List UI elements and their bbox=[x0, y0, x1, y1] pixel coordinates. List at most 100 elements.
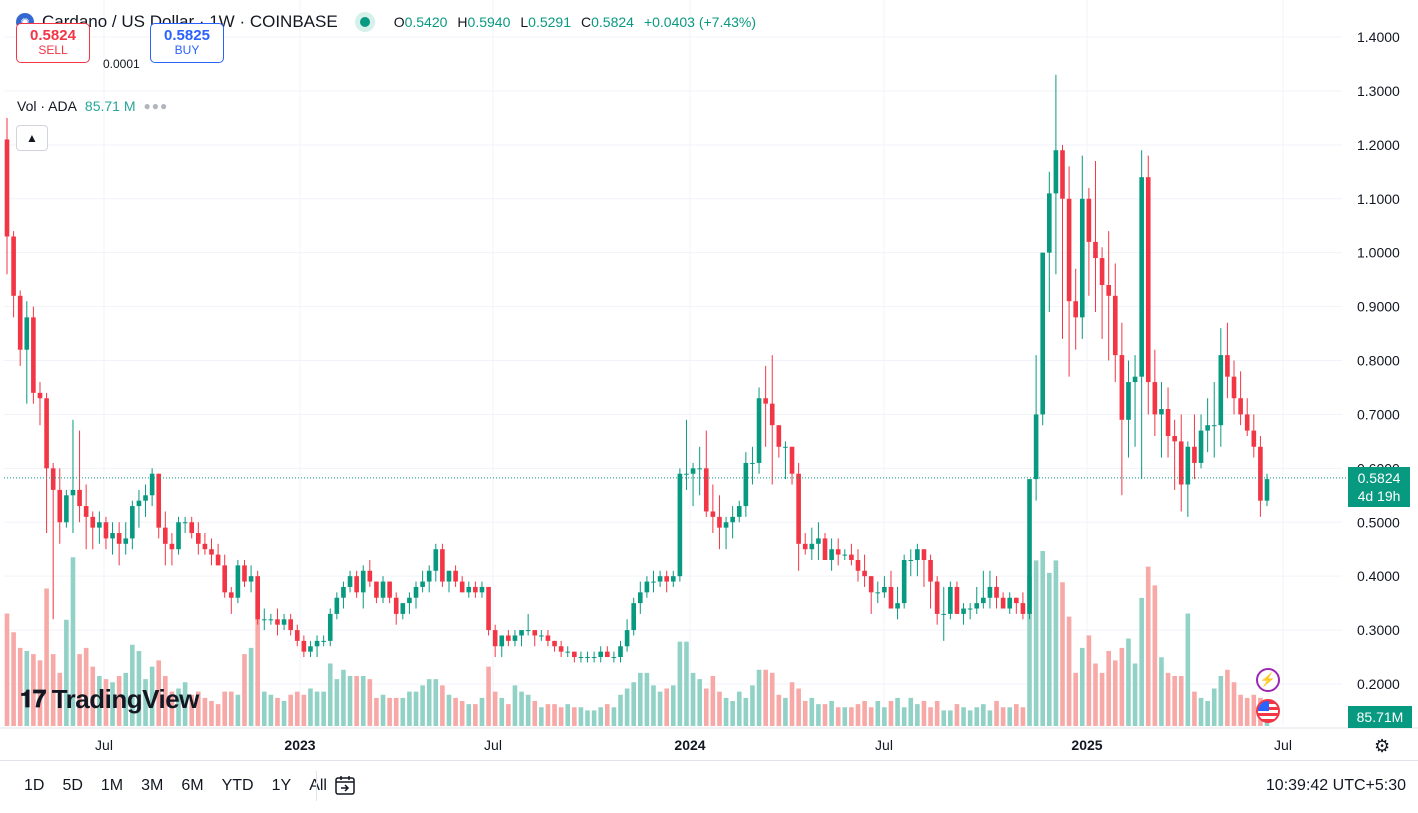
collapse-legend-button[interactable]: ▲ bbox=[16, 125, 48, 151]
volume-bar bbox=[473, 704, 478, 726]
candle-body bbox=[862, 570, 867, 577]
candle-body bbox=[631, 603, 637, 631]
volume-bar bbox=[829, 701, 834, 726]
volume-bar bbox=[492, 691, 498, 726]
range-1d[interactable]: 1D bbox=[24, 777, 45, 794]
volume-bar bbox=[1132, 663, 1138, 726]
volume-bar bbox=[44, 588, 49, 726]
goto-date-icon[interactable] bbox=[333, 773, 357, 797]
timezone-clock[interactable]: 10:39:42 UTC+5:30 bbox=[1265, 777, 1406, 794]
candle-body bbox=[948, 586, 953, 614]
volume-bar bbox=[769, 672, 775, 726]
volume-bar bbox=[1185, 613, 1191, 726]
price-chart[interactable]: 1.4000 1.3000 1.2000 1.1000 1.0000 0.9000 0.80… bbox=[0, 0, 1418, 760]
volume-bar bbox=[407, 691, 412, 726]
volume-bar bbox=[598, 707, 604, 726]
range-1y[interactable]: 1Y bbox=[271, 777, 292, 794]
volume-bar bbox=[294, 691, 300, 726]
volume-bar bbox=[677, 641, 683, 726]
volume-bar bbox=[1007, 707, 1013, 726]
close-value: 0.5824 bbox=[591, 14, 634, 30]
volume-bar bbox=[347, 676, 353, 726]
price-axis: 1.4000 1.3000 1.2000 1.1000 1.0000 0.9000 0.80… bbox=[1357, 29, 1400, 692]
volume-bar bbox=[176, 688, 181, 726]
volume-bar bbox=[374, 697, 379, 726]
candle-body bbox=[512, 635, 518, 641]
candle-body bbox=[1211, 425, 1217, 427]
symbol-title[interactable]: Cardano / US Dollar · 1W · COINBASE bbox=[42, 12, 338, 31]
candle-body bbox=[17, 295, 23, 350]
candle-body bbox=[974, 603, 980, 609]
candle-body bbox=[552, 640, 557, 647]
candle-body bbox=[756, 398, 762, 463]
range-selector: 1D 5D 1M 3M 6M YTD 1Y All bbox=[24, 777, 345, 795]
volume-bar bbox=[868, 707, 874, 726]
candle-body bbox=[776, 425, 782, 447]
candle-body bbox=[703, 468, 709, 512]
volume-bar bbox=[24, 651, 30, 726]
candle-body bbox=[769, 403, 775, 426]
range-all[interactable]: All bbox=[309, 777, 327, 794]
candle-body bbox=[301, 640, 307, 652]
candle-body bbox=[110, 533, 115, 539]
candle-body bbox=[1106, 285, 1111, 296]
volume-bar bbox=[1126, 638, 1131, 726]
range-5d[interactable]: 5D bbox=[62, 777, 83, 794]
candle-body bbox=[374, 581, 379, 598]
settings-gear-icon[interactable]: ⚙ bbox=[1374, 736, 1391, 756]
candle-body bbox=[967, 608, 973, 610]
candle-body bbox=[255, 576, 260, 620]
candle-body bbox=[1198, 430, 1204, 463]
candle-body bbox=[915, 549, 920, 560]
volume-bar bbox=[182, 682, 188, 726]
time-tick-label: Jul bbox=[875, 737, 893, 753]
volume-bar bbox=[31, 654, 36, 726]
candle-body bbox=[77, 489, 82, 507]
price-tick-label: 0.4000 bbox=[1357, 568, 1400, 584]
sell-label: SELL bbox=[38, 43, 68, 57]
volume-bar bbox=[143, 679, 148, 726]
volume-bar bbox=[994, 701, 999, 726]
sell-button[interactable]: 0.5824 SELL bbox=[16, 23, 90, 63]
range-ytd[interactable]: YTD bbox=[221, 777, 254, 794]
range-1m[interactable]: 1M bbox=[100, 777, 124, 794]
candle-body bbox=[1040, 252, 1046, 415]
candle-body bbox=[591, 657, 597, 659]
candle-body bbox=[103, 522, 109, 539]
tradingview-logo[interactable]: 𝟏𝟕 TradingView bbox=[20, 684, 199, 715]
range-3m[interactable]: 3M bbox=[141, 777, 164, 794]
candle-body bbox=[261, 619, 267, 621]
volume-bar bbox=[545, 704, 551, 726]
volume-bar bbox=[1093, 663, 1098, 726]
candle-body bbox=[189, 522, 195, 534]
volume-bar bbox=[875, 701, 881, 726]
candle-body bbox=[572, 651, 577, 658]
candle-body bbox=[908, 559, 914, 561]
candle-body bbox=[1099, 258, 1105, 286]
volume-bar bbox=[842, 707, 848, 726]
candle-body bbox=[380, 581, 386, 598]
time-tick-label: 2024 bbox=[674, 737, 705, 753]
candle-body bbox=[1185, 446, 1191, 485]
volume-bar bbox=[974, 707, 980, 726]
candle-body bbox=[90, 516, 96, 528]
volume-bar bbox=[855, 704, 861, 726]
candle-body bbox=[176, 522, 181, 550]
price-tick-label: 0.8000 bbox=[1357, 353, 1400, 369]
candle-body bbox=[525, 630, 531, 632]
volume-bar bbox=[156, 660, 162, 726]
range-6m[interactable]: 6M bbox=[181, 777, 204, 794]
candle-body bbox=[578, 657, 584, 659]
candle-body bbox=[182, 522, 188, 524]
us-flag-icon[interactable] bbox=[1256, 699, 1280, 723]
time-axis: Jul 2023 Jul 2024 Jul 2025 Jul bbox=[0, 727, 1418, 753]
volume-bar bbox=[512, 685, 518, 726]
bottom-toolbar: 1D 5D 1M 3M 6M YTD 1Y All 10:39:42 UTC+5… bbox=[0, 760, 1418, 813]
candle-body bbox=[855, 559, 861, 571]
flash-icon[interactable]: ⚡ bbox=[1256, 668, 1280, 692]
volume-bar bbox=[1251, 694, 1257, 726]
volume-bar bbox=[37, 660, 43, 726]
buy-button[interactable]: 0.5825 BUY bbox=[150, 23, 224, 63]
more-options-icon[interactable]: ●●● bbox=[143, 99, 169, 113]
volume-bar bbox=[486, 666, 491, 726]
